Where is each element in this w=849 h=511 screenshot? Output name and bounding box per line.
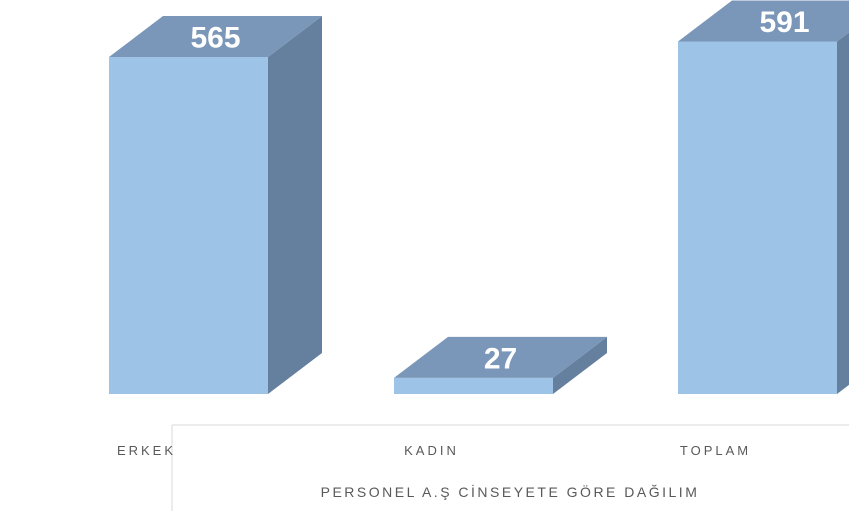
data-label: 565 xyxy=(190,22,240,55)
bar xyxy=(109,57,268,394)
x-tick-label: TOPLAM xyxy=(680,443,751,458)
bar xyxy=(394,377,553,394)
x-tick-label: KADIN xyxy=(404,443,459,458)
bar-top xyxy=(678,0,849,42)
data-label: 591 xyxy=(759,6,809,39)
bar-side xyxy=(268,16,322,394)
bar-side xyxy=(837,32,849,394)
bar-side xyxy=(553,336,607,394)
bar-top xyxy=(109,16,322,58)
chart-title: PERSONEL A.Ş CİNSEYETE GÖRE DAĞILIM xyxy=(321,483,700,500)
data-label: 27 xyxy=(484,342,517,375)
bar xyxy=(678,41,837,394)
bar-top xyxy=(394,336,607,378)
x-tick-label: ERKEK xyxy=(117,443,176,458)
